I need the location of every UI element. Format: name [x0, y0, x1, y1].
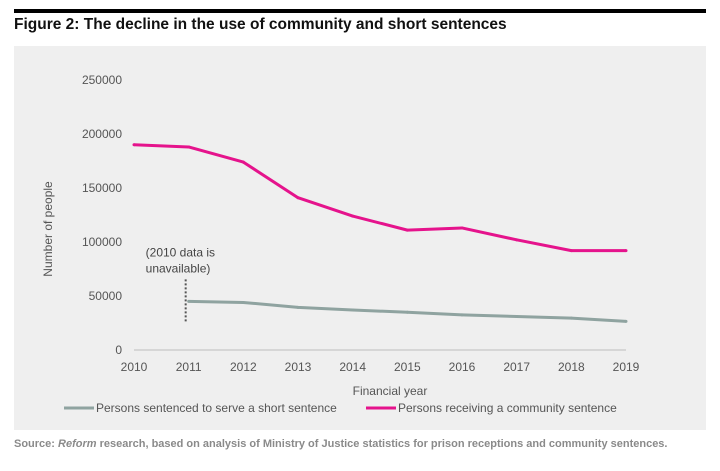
- data-point: [296, 196, 300, 200]
- x-tick-label: 2019: [613, 360, 640, 374]
- annotation-text: unavailable): [146, 261, 211, 275]
- data-point: [405, 228, 409, 232]
- data-point: [187, 299, 191, 303]
- y-tick-label: 200000: [82, 127, 122, 141]
- data-point: [460, 226, 464, 230]
- x-tick-label: 2017: [503, 360, 530, 374]
- data-point: [241, 300, 245, 304]
- source-note: Source: Reform research, based on analys…: [14, 437, 706, 451]
- x-tick-label: 2010: [121, 360, 148, 374]
- data-point: [569, 316, 573, 320]
- x-tick-label: 2012: [230, 360, 257, 374]
- top-rule: [14, 9, 706, 13]
- y-tick-label: 250000: [82, 73, 122, 87]
- y-tick-label: 50000: [89, 289, 123, 303]
- data-point: [515, 315, 519, 319]
- x-axis-title: Financial year: [353, 384, 428, 398]
- data-point: [351, 214, 355, 218]
- legend-label-2: Persons receiving a community sentence: [398, 401, 617, 415]
- line-chart: 0 50000 100000 150000 200000 250000 2010 2011 20…: [41, 73, 640, 415]
- data-point: [296, 305, 300, 309]
- data-point: [405, 310, 409, 314]
- data-point: [241, 160, 245, 164]
- data-point: [351, 308, 355, 312]
- x-tick-label: 2013: [285, 360, 312, 374]
- data-point: [569, 249, 573, 253]
- x-tick-label: 2016: [449, 360, 476, 374]
- data-point: [624, 249, 628, 253]
- x-tick-label: 2018: [558, 360, 585, 374]
- x-tick-label: 2011: [176, 360, 202, 374]
- y-tick-label: 100000: [82, 235, 122, 249]
- series-line-2: [133, 143, 626, 253]
- figure-title: Figure 2: The decline in the use of comm…: [14, 16, 507, 33]
- data-point: [132, 143, 136, 147]
- chart-panel: 0 50000 100000 150000 200000 250000 2010 2011 20…: [14, 46, 706, 430]
- data-point: [515, 238, 519, 242]
- annotation-text: (2010 data is: [146, 245, 215, 259]
- y-axis-title: Number of people: [41, 181, 55, 277]
- y-tick-label: 150000: [82, 181, 122, 195]
- x-tick-label: 2014: [339, 360, 366, 374]
- data-point: [187, 145, 191, 149]
- source-text: research, based on analysis of Ministry …: [96, 438, 668, 450]
- data-point: [624, 319, 628, 323]
- y-tick-label: 0: [115, 343, 122, 357]
- legend-label-1: Persons sentenced to serve a short sente…: [96, 401, 337, 415]
- source-emphasis: Reform: [58, 438, 97, 450]
- data-point: [460, 313, 464, 317]
- source-prefix: Source:: [14, 438, 59, 450]
- x-tick-label: 2015: [394, 360, 421, 374]
